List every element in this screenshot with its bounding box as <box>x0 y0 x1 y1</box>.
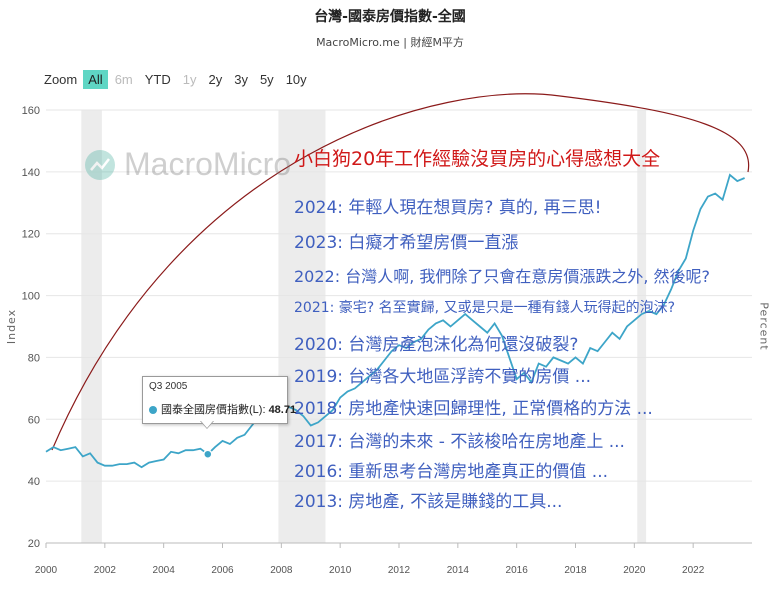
annotation-arc <box>51 93 750 451</box>
overlay-line-2022: 2022: 台灣人啊, 我們除了只會在意房價漲跌之外, 然後呢? <box>294 267 711 286</box>
overlay-line-2013: 2013: 房地產, 不該是賺錢的工具... <box>294 492 563 512</box>
chart-title: 台灣-國泰房價指數-全國 <box>314 9 466 25</box>
overlay-line-2018: 2018: 房地產快速回歸理性, 正常價格的方法 ... <box>294 399 653 419</box>
x-tick-label-2002: 2002 <box>94 565 117 576</box>
x-tick-label-2000: 2000 <box>35 565 58 576</box>
y-tick-label-120: 120 <box>22 229 40 241</box>
y2-axis-title: Percent <box>757 302 771 351</box>
data-tooltip: Q3 2005 國泰全國房價指數(L): 48.71 <box>142 376 296 424</box>
zoom-1y-button[interactable]: 1y <box>182 72 197 87</box>
zoom-label: Zoom <box>44 72 78 87</box>
tooltip-series-label: 國泰全國房價指數(L): <box>161 404 269 416</box>
x-tick-label-2022: 2022 <box>682 565 705 576</box>
x-axis-ticks: 2000 2002 2004 2006 2008 2010 2012 2014 2016 2018… <box>35 543 705 576</box>
series-dot-icon <box>149 406 157 415</box>
tooltip-arrow-inner <box>201 421 213 428</box>
macromicro-logo-icon <box>85 149 115 180</box>
x-tick-label-2012: 2012 <box>388 565 411 576</box>
x-tick-label-2004: 2004 <box>153 565 176 576</box>
overlay-line-2024: 2024: 年輕人現在想買房? 真的, 再三思! <box>294 198 602 218</box>
overlay-line-2019: 2019: 台灣各大地區浮誇不實的房價 ... <box>294 367 592 387</box>
y-tick-label-60: 60 <box>28 414 40 426</box>
zoom-3y-button[interactable]: 3y <box>234 72 248 87</box>
chart-subtitle: MacroMicro.me | 財經M平方 <box>316 36 464 49</box>
x-tick-label-2008: 2008 <box>270 565 293 576</box>
x-tick-label-2010: 2010 <box>329 565 352 576</box>
x-tick-label-2014: 2014 <box>447 565 470 576</box>
zoom-all-button[interactable]: All <box>83 70 108 89</box>
zoom-6m-button[interactable]: 6m <box>114 72 133 87</box>
overlay-title: 小白狗20年工作經驗沒買房的心得感想大全 <box>294 148 661 170</box>
tooltip-point <box>203 449 213 459</box>
watermark-text: MacroMicro <box>124 146 292 182</box>
tooltip-period: Q3 2005 <box>149 381 188 392</box>
recession-band-1 <box>278 110 326 543</box>
overlay-line-2016: 2016: 重新思考台灣房地產真正的價值 ... <box>294 462 609 482</box>
recession-bands <box>81 110 647 543</box>
y-tick-label-140: 140 <box>22 167 40 179</box>
y-axis-title: Index <box>5 308 19 345</box>
zoom-10y-button[interactable]: 10y <box>285 72 307 87</box>
recession-band-2 <box>637 110 647 543</box>
zoom-5y-button[interactable]: 5y <box>259 72 274 87</box>
tooltip-row: 國泰全國房價指數(L): 48.71 <box>149 401 296 417</box>
zoom-2y-button[interactable]: 2y <box>208 72 223 87</box>
x-tick-label-2016: 2016 <box>506 565 529 576</box>
overlay-line-2017: 2017: 台灣的未來 - 不該梭哈在房地產上 ... <box>294 432 625 452</box>
y-tick-label-100: 100 <box>22 291 40 303</box>
tooltip-value: 48.71 <box>268 404 297 416</box>
y-tick-label-80: 80 <box>28 352 40 364</box>
x-tick-label-2020: 2020 <box>623 565 646 576</box>
y-tick-label-40: 40 <box>28 476 40 488</box>
y-axis-ticks: 20 40 60 80 100 120 140 160 <box>22 105 40 550</box>
zoom-ytd-button[interactable]: YTD <box>144 72 171 87</box>
recession-band-0 <box>81 110 102 543</box>
x-tick-label-2018: 2018 <box>564 565 587 576</box>
overlay-line-2020: 2020: 台灣房產泡沫化為何還沒破裂? <box>294 335 579 355</box>
zoom-bar: Zoom All 6m YTD 1y 2y 3y 5y 10y <box>44 70 314 89</box>
overlay-line-2021: 2021: 豪宅? 名至實歸, 又或是只是一種有錢人玩得起的泡沫? <box>294 300 676 316</box>
y-tick-label-20: 20 <box>28 538 40 550</box>
watermark: MacroMicro <box>84 146 291 183</box>
overlay-line-2023: 2023: 白癡才希望房價一直漲 <box>294 233 519 253</box>
x-tick-label-2006: 2006 <box>211 565 234 576</box>
series-line-house-price-index <box>45 173 745 469</box>
y-tick-label-160: 160 <box>22 105 40 117</box>
